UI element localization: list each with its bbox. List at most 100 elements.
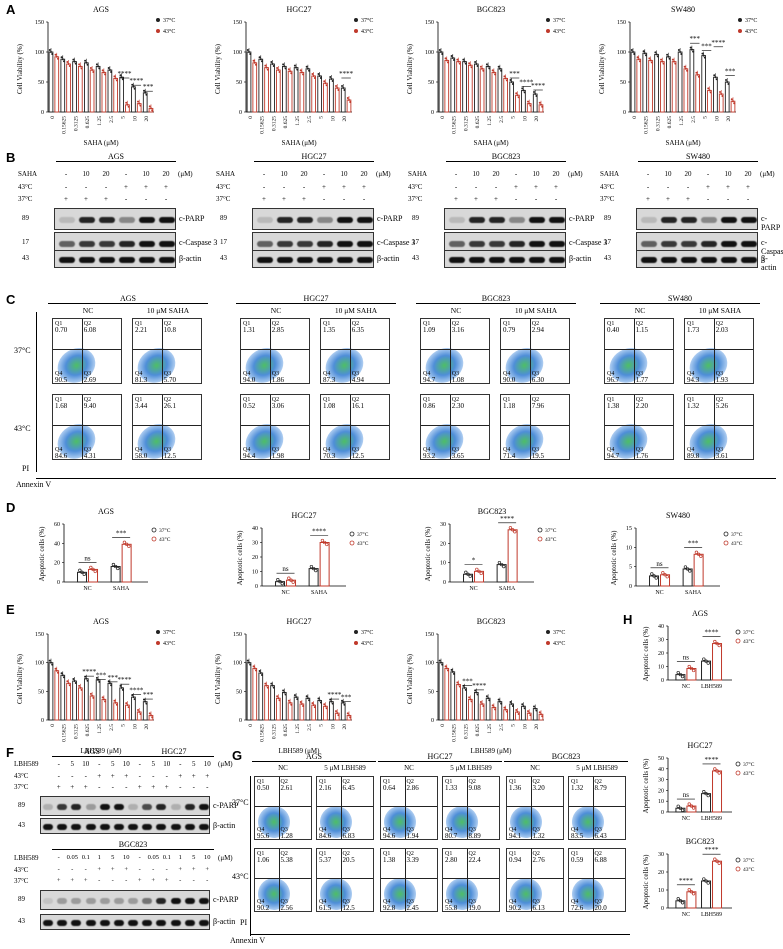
row-label-t37_row: 37°C	[600, 195, 615, 203]
protein-band	[119, 217, 135, 223]
data-point	[535, 709, 538, 712]
data-point	[249, 663, 252, 666]
chart-h-bgc823: 0 10 20 30 Apoptotic cells (%) BGC823 NC **** LB…	[642, 837, 755, 918]
x-tick-label: SAHA	[113, 586, 130, 592]
lane-value: -	[144, 195, 148, 203]
quadrant-name-Q1: Q1	[243, 397, 251, 403]
y-tick-label: 100	[233, 50, 242, 56]
data-point	[498, 700, 501, 703]
significance-label: ***	[688, 539, 699, 547]
data-point	[72, 678, 75, 681]
data-point	[126, 103, 129, 106]
y-tick-label: 150	[233, 632, 242, 638]
y-tick-label: 0	[239, 718, 242, 724]
bar-43°C-LBH589	[712, 770, 723, 813]
quadrant-name-Q2: Q2	[451, 397, 460, 403]
quadrant-value-Q2: 3.06	[271, 402, 285, 410]
data-point	[499, 562, 504, 567]
data-point	[652, 574, 656, 578]
data-point	[509, 79, 512, 81]
data-point	[107, 67, 110, 69]
x-tick-label: 0.3125	[73, 724, 79, 739]
quadrant-name-Q2: Q2	[271, 321, 280, 327]
data-point	[665, 575, 669, 579]
x-tick-label: 0.625	[85, 116, 91, 129]
y-tick-label: 100	[425, 661, 434, 667]
x-tick-label: 20	[144, 724, 150, 730]
protein-band	[317, 257, 333, 263]
data-point	[289, 701, 292, 704]
data-point	[661, 571, 665, 575]
data-point	[648, 57, 651, 60]
x-tick-label: 0.625	[85, 724, 91, 737]
bar-37°C-NC	[675, 674, 686, 681]
data-point	[144, 91, 147, 94]
data-point	[114, 77, 117, 80]
data-point	[56, 57, 59, 60]
x-tick-label: 1.25	[487, 724, 493, 734]
y-tick-label: 0	[661, 810, 664, 816]
data-point	[246, 659, 249, 662]
protein-band	[79, 241, 95, 247]
quadrant-name-Q4: Q4	[423, 371, 431, 377]
x-tick-label: 0.15625	[62, 724, 68, 742]
quadrant-value-Q3: 5.70	[163, 376, 177, 384]
data-point	[479, 65, 482, 68]
data-point	[713, 639, 717, 644]
protein-band	[681, 257, 697, 263]
data-point	[702, 54, 705, 57]
protein-band	[57, 804, 68, 810]
data-point	[278, 580, 282, 584]
quadrant-value-Q2: 10.8	[163, 326, 177, 334]
legend-marker-37	[354, 630, 358, 634]
flow-plot: Q1 2.16 Q2 6.45 Q4 84.6 Q3 6.83	[316, 776, 374, 840]
data-point	[113, 699, 116, 702]
chart-e-ags: 0 50 100 150 Cell Viability (%) AGS 0 0.15625 0.…	[16, 617, 175, 755]
gate-vertical	[341, 849, 343, 911]
lane-value: 10	[82, 170, 90, 178]
mw-marker: 17	[22, 238, 29, 246]
lane-value: -	[322, 170, 326, 178]
quadrant-name-Q1: Q1	[607, 397, 615, 403]
quadrant-name-Q4: Q4	[383, 827, 391, 833]
quadrant-name-Q3: Q3	[635, 447, 644, 453]
blot-title-underline	[52, 849, 214, 850]
data-point	[719, 91, 722, 93]
data-point	[98, 680, 101, 683]
lane-value: +	[97, 772, 102, 780]
significance-stars: ****	[129, 686, 144, 694]
flow-group-title: BGC823	[481, 294, 511, 303]
flow-plot: Q1 1.38 Q2 2.20 Q4 94.7 Q3 1.76	[604, 394, 674, 460]
data-point	[277, 697, 280, 700]
bar-43°C-NC	[286, 579, 297, 587]
lane-value: -	[262, 183, 266, 191]
quadrant-name-Q2: Q2	[83, 321, 92, 327]
lane-value: -	[152, 772, 155, 780]
gate-horizontal	[317, 805, 373, 807]
lane-value: 10	[664, 170, 672, 178]
data-point	[349, 101, 352, 103]
quadrant-value-Q4: 94.3	[687, 376, 700, 384]
y-axis-label: Apoptotic cells (%)	[642, 758, 650, 813]
data-point	[84, 59, 87, 62]
quadrant-value-Q2: 6.45	[342, 784, 355, 792]
data-point	[477, 569, 481, 574]
data-point	[513, 530, 517, 534]
significance-stars: ****	[327, 691, 342, 699]
data-point	[463, 60, 466, 63]
quadrant-name-Q4: Q4	[257, 827, 265, 833]
band-label: β-actin	[213, 821, 236, 830]
legend-marker-43	[546, 29, 550, 33]
lane-value: -	[322, 195, 326, 203]
gate-vertical	[467, 777, 469, 839]
quadrant-name-Q3: Q3	[594, 899, 602, 905]
quadrant-name-Q1: Q1	[445, 779, 453, 785]
lane-value: -	[454, 183, 458, 191]
band-label: c-PARP	[179, 214, 205, 223]
mw-marker: 17	[220, 238, 227, 246]
protein-band	[661, 217, 677, 223]
data-point	[643, 52, 646, 55]
lane-value: -	[138, 854, 141, 861]
protein-band	[170, 804, 181, 810]
lane-value: +	[144, 183, 148, 191]
